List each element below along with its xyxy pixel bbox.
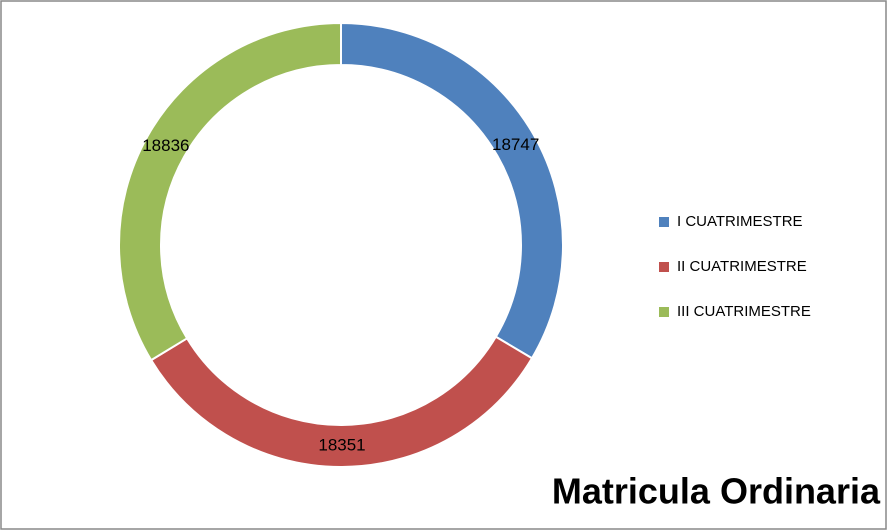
legend-label: III CUATRIMESTRE bbox=[677, 303, 811, 320]
legend-swatch bbox=[659, 217, 669, 227]
legend-label: I CUATRIMESTRE bbox=[677, 213, 803, 230]
legend-swatch bbox=[659, 307, 669, 317]
data-label: 18836 bbox=[142, 136, 189, 155]
legend-label: II CUATRIMESTRE bbox=[677, 258, 807, 275]
data-label: 18747 bbox=[492, 135, 539, 154]
legend-swatch bbox=[659, 262, 669, 272]
chart-title: Matricula Ordinaria bbox=[552, 471, 881, 512]
slice bbox=[118, 21, 342, 362]
data-label: 18351 bbox=[318, 435, 365, 454]
